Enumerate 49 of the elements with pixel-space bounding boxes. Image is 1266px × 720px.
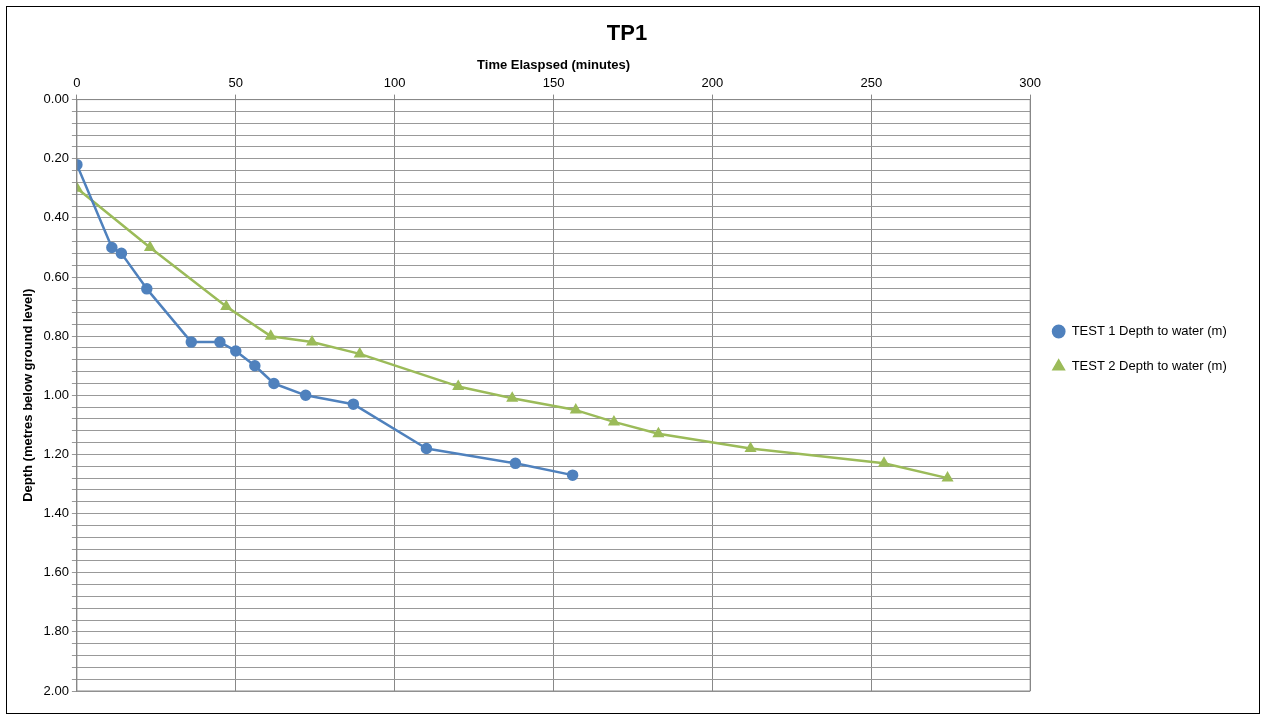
y-tick-label: 1.40	[43, 505, 69, 521]
x-tick-label: 150	[542, 75, 565, 91]
y-tick-label: 0.00	[43, 91, 69, 107]
y-tick-label: 1.80	[43, 623, 69, 639]
point	[214, 336, 226, 348]
y-tick-label: 0.20	[43, 150, 69, 166]
point	[268, 377, 280, 390]
y-tick-label: 1.20	[43, 446, 69, 462]
x-tick-label: 50	[228, 75, 244, 91]
point	[942, 472, 953, 482]
point	[144, 241, 156, 251]
y-tick-label: 1.60	[43, 564, 69, 580]
y-tick-label: 0.80	[43, 327, 69, 343]
point	[653, 427, 664, 438]
point	[141, 283, 153, 295]
x-tick-label: 250	[860, 75, 883, 91]
point	[453, 380, 464, 390]
point	[347, 398, 360, 410]
y-tick-label: 1.00	[43, 386, 69, 402]
point	[249, 359, 261, 372]
x-tick-label: 300	[1019, 75, 1042, 91]
legend-label: TEST 1 Depth to water (m)	[1071, 323, 1227, 339]
chart-title: TP1	[606, 20, 648, 46]
point	[509, 457, 522, 470]
point	[420, 442, 433, 455]
point	[608, 416, 620, 426]
point	[745, 442, 756, 453]
y-tick-label: 2.00	[43, 682, 69, 698]
point	[106, 241, 118, 254]
point	[566, 469, 579, 481]
point	[230, 345, 242, 357]
y-tick-label: 0.60	[43, 268, 69, 284]
point	[507, 392, 518, 402]
x-tick-label: 0	[73, 75, 81, 91]
y-tick-label: 0.40	[43, 209, 69, 225]
y-axis-title: Depth (metres below ground level)	[20, 288, 36, 502]
legend-label: TEST 2 Depth to water (m)	[1071, 358, 1227, 374]
point	[265, 330, 276, 340]
point	[306, 336, 318, 346]
x-tick-label: 100	[383, 75, 406, 91]
point	[354, 348, 365, 358]
point	[299, 389, 312, 402]
point	[185, 336, 198, 348]
x-axis-title: Time Elaspsed (minutes)	[477, 56, 630, 72]
point	[221, 300, 232, 311]
x-tick-label: 200	[701, 75, 724, 91]
point	[115, 247, 128, 260]
point	[878, 457, 890, 467]
point	[570, 404, 581, 414]
